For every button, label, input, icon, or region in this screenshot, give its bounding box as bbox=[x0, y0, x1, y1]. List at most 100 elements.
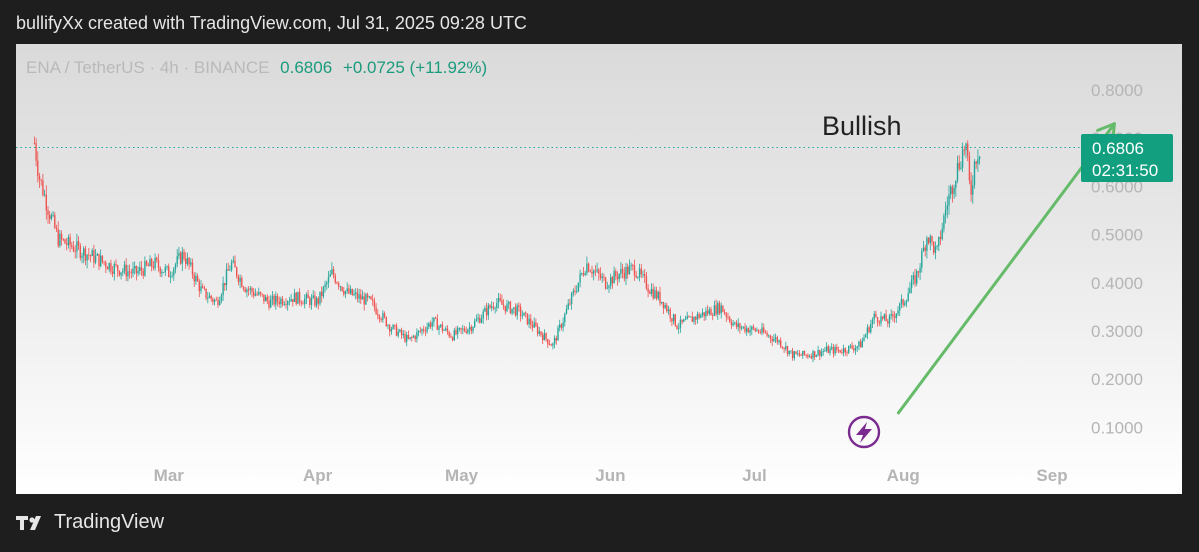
candle bbox=[365, 292, 367, 305]
candle bbox=[851, 342, 853, 350]
candle bbox=[822, 348, 824, 356]
candle bbox=[703, 312, 705, 322]
candle bbox=[683, 318, 685, 323]
candle bbox=[292, 298, 294, 307]
candle bbox=[453, 327, 455, 342]
candle bbox=[135, 265, 138, 281]
candle bbox=[559, 319, 561, 332]
candle bbox=[98, 253, 100, 271]
candle bbox=[574, 285, 576, 296]
candle bbox=[81, 252, 83, 264]
candle bbox=[38, 173, 41, 188]
candle bbox=[196, 273, 199, 282]
candle bbox=[922, 240, 925, 252]
candle bbox=[754, 327, 756, 333]
candle bbox=[239, 274, 241, 289]
candle bbox=[763, 323, 765, 334]
candle bbox=[494, 306, 496, 314]
candle bbox=[84, 245, 87, 266]
candle bbox=[227, 262, 229, 271]
candle bbox=[661, 301, 663, 305]
candle bbox=[200, 280, 202, 294]
candle bbox=[287, 300, 289, 311]
candle bbox=[50, 212, 53, 221]
candle bbox=[331, 262, 333, 275]
candle bbox=[288, 296, 291, 306]
candle bbox=[145, 259, 148, 267]
candle bbox=[293, 288, 296, 303]
lightning-icon[interactable] bbox=[847, 415, 881, 449]
candle bbox=[37, 151, 39, 183]
candle bbox=[193, 272, 195, 287]
candle bbox=[729, 315, 731, 323]
candle bbox=[123, 260, 126, 274]
candle bbox=[378, 314, 381, 323]
candle bbox=[253, 287, 255, 299]
candle bbox=[950, 184, 952, 200]
candle bbox=[94, 249, 97, 265]
candle bbox=[467, 328, 469, 335]
candle bbox=[659, 286, 661, 306]
candle bbox=[377, 309, 379, 320]
candle bbox=[349, 285, 352, 296]
candle bbox=[237, 274, 240, 286]
candle bbox=[152, 261, 155, 271]
candle bbox=[83, 246, 85, 264]
candle bbox=[914, 268, 916, 288]
candle bbox=[706, 305, 709, 316]
candle bbox=[290, 293, 292, 302]
candle bbox=[103, 261, 105, 266]
candle bbox=[956, 155, 959, 184]
candle bbox=[300, 300, 302, 307]
candle bbox=[113, 261, 115, 281]
candle bbox=[567, 298, 569, 311]
candle bbox=[166, 265, 168, 271]
candle bbox=[213, 298, 216, 306]
candle bbox=[669, 307, 671, 323]
candle bbox=[599, 267, 602, 281]
candle bbox=[681, 319, 683, 325]
candle bbox=[611, 275, 614, 289]
candle bbox=[868, 325, 870, 334]
candle bbox=[445, 325, 447, 332]
candle bbox=[793, 350, 795, 361]
price-badge: 0.6806 02:31:50 bbox=[1081, 134, 1173, 182]
candle bbox=[100, 249, 102, 268]
candle bbox=[302, 300, 304, 305]
candle bbox=[700, 313, 702, 319]
candle bbox=[185, 251, 187, 269]
chart-area[interactable]: ENA / TetherUS · 4h · BINANCE 0.6806 +0.… bbox=[16, 44, 1182, 494]
candle bbox=[521, 310, 523, 320]
candle bbox=[438, 324, 440, 335]
candle bbox=[424, 326, 427, 337]
candle bbox=[173, 267, 175, 281]
candle bbox=[776, 335, 778, 345]
candle bbox=[164, 264, 166, 277]
candle bbox=[916, 269, 918, 286]
candle bbox=[647, 283, 649, 298]
candle bbox=[842, 344, 845, 357]
candle bbox=[603, 273, 605, 281]
candle bbox=[885, 309, 887, 322]
candle bbox=[147, 262, 149, 267]
candle bbox=[186, 252, 189, 267]
candle bbox=[858, 340, 860, 350]
candle bbox=[899, 302, 901, 317]
candle bbox=[649, 289, 651, 295]
candle bbox=[178, 246, 180, 260]
candle bbox=[744, 323, 746, 334]
candle bbox=[695, 316, 697, 325]
candle bbox=[936, 244, 938, 251]
credit-header: bullifyXx created with TradingView.com, … bbox=[16, 13, 527, 33]
candle bbox=[853, 344, 855, 353]
candle bbox=[380, 317, 382, 323]
candle bbox=[298, 288, 301, 306]
candle bbox=[332, 266, 335, 279]
candle bbox=[492, 301, 495, 311]
candle bbox=[236, 266, 238, 279]
candle bbox=[608, 284, 610, 293]
candle bbox=[943, 213, 945, 233]
candle bbox=[162, 271, 165, 273]
candle bbox=[791, 347, 794, 361]
footer-brand[interactable]: TradingView bbox=[16, 511, 164, 534]
